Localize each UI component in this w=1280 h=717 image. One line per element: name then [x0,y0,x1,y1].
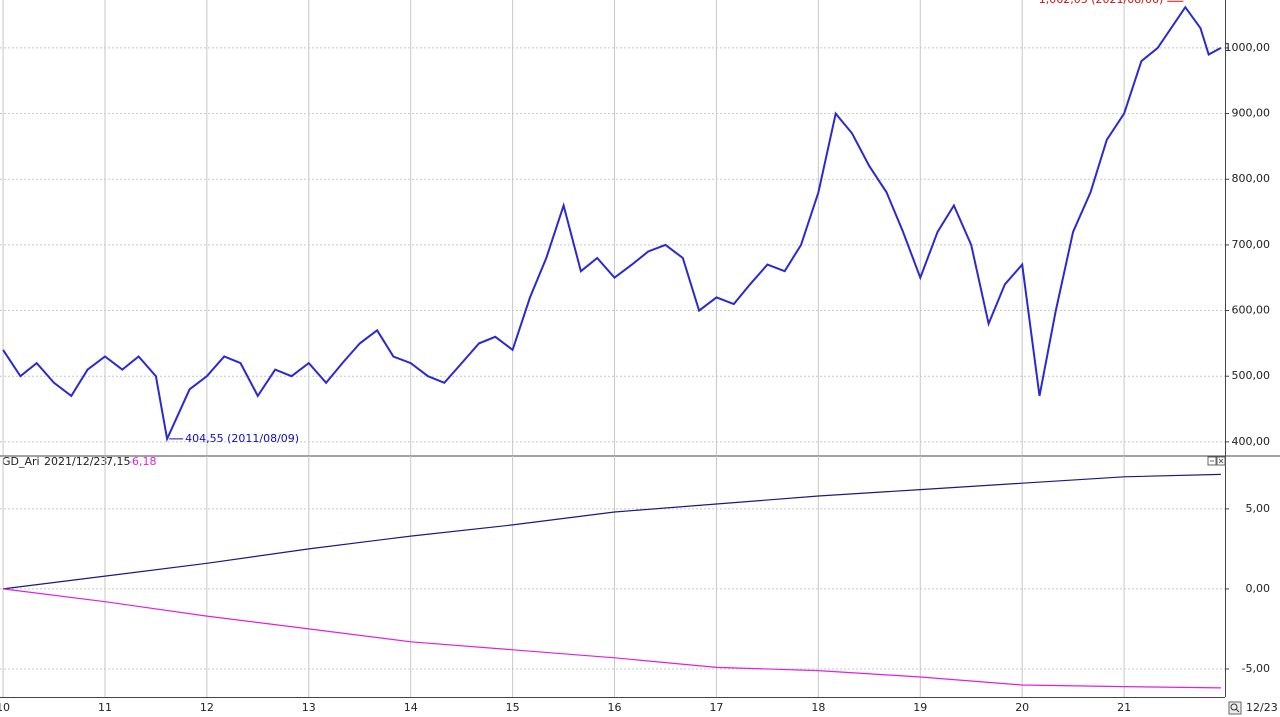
indicator-value: 7,15 [106,455,131,468]
indicator-date: 2021/12/23 [44,455,107,468]
x-tick-label: 12 [200,701,214,714]
y-tick-label: 900,00 [1232,107,1271,120]
line-series [2,5,1222,443]
indicator-name: GD_Ari [2,455,40,468]
x-tick-label: 16 [608,701,622,714]
x-tick-label: 14 [404,701,418,714]
zoom-icon-handle [1235,708,1240,713]
x-tick-label: 11 [98,701,112,714]
x-tick-label: 13 [302,701,316,714]
close-icon [1218,458,1224,464]
x-tick-label: 20 [1015,701,1029,714]
y-tick-label: 600,00 [1232,304,1271,317]
end-date-label: 12/23 [1246,701,1278,714]
y-tick-label: 0,00 [1246,582,1271,595]
zoom-icon [1230,703,1238,711]
x-tick-label: 17 [709,701,723,714]
line-series [3,588,1221,689]
x-tick-label: 10 [0,701,10,714]
annotation: 404,55 (2011/08/09) [185,432,299,445]
x-tick-label: 19 [913,701,927,714]
annotation: 1,062,03 (2021/08/06) [1039,0,1163,6]
y-tick-label: 1000,00 [1225,41,1271,54]
x-tick-label: 21 [1117,701,1131,714]
y-tick-label: 700,00 [1232,238,1271,251]
y-tick-label: 400,00 [1232,435,1271,448]
line-series [3,473,1221,590]
indicator-value: -6,18 [128,455,156,468]
x-tick-label: 18 [811,701,825,714]
y-tick-label: 800,00 [1232,172,1271,185]
y-tick-label: 5,00 [1246,502,1271,515]
x-tick-label: 15 [506,701,520,714]
y-tick-label: -5,00 [1242,662,1270,675]
y-tick-label: 500,00 [1232,369,1271,382]
